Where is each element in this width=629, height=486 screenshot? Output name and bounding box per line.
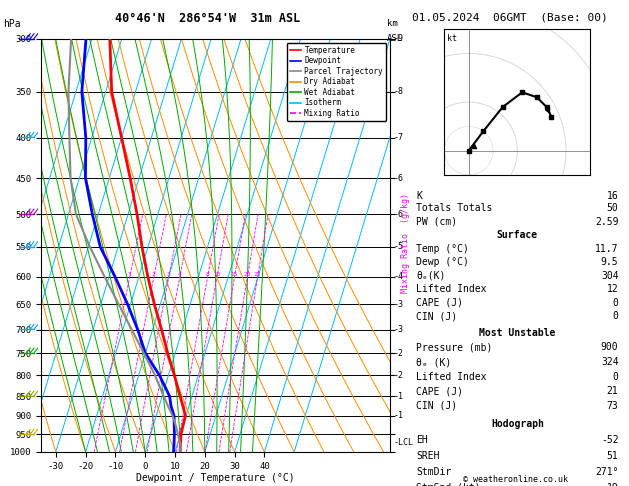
Text: 8: 8 bbox=[206, 272, 209, 278]
Text: 11.7: 11.7 bbox=[595, 243, 618, 254]
Text: EH: EH bbox=[416, 434, 428, 445]
Text: 20: 20 bbox=[243, 272, 251, 278]
Text: 324: 324 bbox=[601, 357, 618, 367]
Text: -8: -8 bbox=[393, 87, 403, 96]
Text: StmDir: StmDir bbox=[416, 467, 452, 477]
Text: 10: 10 bbox=[213, 272, 221, 278]
Text: 304: 304 bbox=[601, 271, 618, 281]
Text: 15: 15 bbox=[231, 272, 238, 278]
Text: CIN (J): CIN (J) bbox=[416, 401, 457, 411]
Text: -1: -1 bbox=[393, 411, 403, 420]
Text: 12: 12 bbox=[607, 284, 618, 295]
Text: -2: -2 bbox=[393, 371, 403, 380]
Text: 40°46'N  286°54'W  31m ASL: 40°46'N 286°54'W 31m ASL bbox=[115, 12, 300, 25]
Text: kt: kt bbox=[447, 34, 457, 43]
Text: Dewp (°C): Dewp (°C) bbox=[416, 257, 469, 267]
Text: Mixing Ratio  (g/kg): Mixing Ratio (g/kg) bbox=[401, 193, 410, 293]
Text: StmSpd (kt): StmSpd (kt) bbox=[416, 483, 481, 486]
Text: Lifted Index: Lifted Index bbox=[416, 372, 487, 382]
Text: -3: -3 bbox=[393, 325, 403, 334]
Text: 0: 0 bbox=[613, 312, 618, 321]
Text: -6: -6 bbox=[393, 174, 403, 183]
Text: 0: 0 bbox=[613, 372, 618, 382]
Text: -1: -1 bbox=[393, 392, 403, 401]
Text: ASL: ASL bbox=[387, 34, 403, 43]
Text: PW (cm): PW (cm) bbox=[416, 217, 457, 227]
Text: 21: 21 bbox=[607, 386, 618, 396]
Text: θₑ(K): θₑ(K) bbox=[416, 271, 445, 281]
Text: 19: 19 bbox=[607, 483, 618, 486]
Text: 9.5: 9.5 bbox=[601, 257, 618, 267]
Text: 4: 4 bbox=[178, 272, 182, 278]
Text: Surface: Surface bbox=[497, 230, 538, 240]
Text: hPa: hPa bbox=[3, 19, 21, 30]
Text: 2.59: 2.59 bbox=[595, 217, 618, 227]
Text: CAPE (J): CAPE (J) bbox=[416, 298, 463, 308]
Text: θₑ (K): θₑ (K) bbox=[416, 357, 452, 367]
Text: 271°: 271° bbox=[595, 467, 618, 477]
Text: -5: -5 bbox=[393, 243, 403, 251]
Text: 51: 51 bbox=[607, 451, 618, 461]
Text: -52: -52 bbox=[601, 434, 618, 445]
Text: -LCL: -LCL bbox=[393, 438, 413, 447]
Text: Hodograph: Hodograph bbox=[491, 418, 544, 429]
Text: CAPE (J): CAPE (J) bbox=[416, 386, 463, 396]
Text: 73: 73 bbox=[607, 401, 618, 411]
Text: 01.05.2024  06GMT  (Base: 00): 01.05.2024 06GMT (Base: 00) bbox=[411, 12, 608, 22]
Text: © weatheronline.co.uk: © weatheronline.co.uk bbox=[464, 474, 568, 484]
Text: -3: -3 bbox=[393, 300, 403, 309]
Text: 25: 25 bbox=[254, 272, 261, 278]
Text: 2: 2 bbox=[152, 272, 155, 278]
Text: 50: 50 bbox=[607, 203, 618, 213]
Text: K: K bbox=[416, 191, 422, 201]
Text: Temp (°C): Temp (°C) bbox=[416, 243, 469, 254]
Text: 1: 1 bbox=[128, 272, 131, 278]
Text: 900: 900 bbox=[601, 343, 618, 352]
Text: -9: -9 bbox=[393, 35, 403, 43]
Text: Totals Totals: Totals Totals bbox=[416, 203, 493, 213]
Text: -7: -7 bbox=[393, 133, 403, 142]
Text: Lifted Index: Lifted Index bbox=[416, 284, 487, 295]
X-axis label: Dewpoint / Temperature (°C): Dewpoint / Temperature (°C) bbox=[136, 473, 295, 484]
Text: km: km bbox=[387, 19, 398, 29]
Text: Most Unstable: Most Unstable bbox=[479, 328, 555, 338]
Legend: Temperature, Dewpoint, Parcel Trajectory, Dry Adiabat, Wet Adiabat, Isotherm, Mi: Temperature, Dewpoint, Parcel Trajectory… bbox=[287, 43, 386, 121]
Text: SREH: SREH bbox=[416, 451, 440, 461]
Text: -4: -4 bbox=[393, 272, 403, 281]
Text: 0: 0 bbox=[613, 298, 618, 308]
Text: 3: 3 bbox=[167, 272, 170, 278]
Text: -2: -2 bbox=[393, 349, 403, 358]
Text: -6: -6 bbox=[393, 209, 403, 219]
Text: 16: 16 bbox=[607, 191, 618, 201]
Text: CIN (J): CIN (J) bbox=[416, 312, 457, 321]
Text: Pressure (mb): Pressure (mb) bbox=[416, 343, 493, 352]
